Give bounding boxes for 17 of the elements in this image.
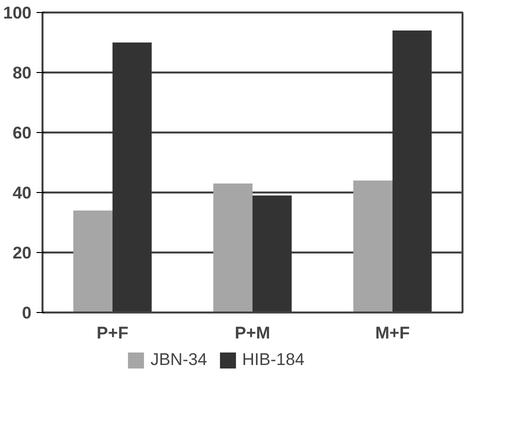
bar — [112, 42, 152, 312]
x-tick-label: M+F — [375, 324, 410, 342]
bar — [213, 184, 252, 312]
y-tick-label: 100 — [3, 4, 32, 22]
x-tick-label: P+M — [234, 324, 270, 342]
y-tick-label: 60 — [12, 124, 32, 142]
y-tick-label: 0 — [22, 304, 32, 322]
bar — [252, 196, 292, 312]
y-tick-label: 40 — [12, 184, 32, 202]
x-tick-label: P+F — [96, 324, 128, 342]
bar — [392, 30, 432, 312]
bar — [353, 180, 392, 312]
y-tick-label: 80 — [12, 64, 32, 82]
legend-label: HIB-184 — [242, 350, 305, 370]
bar — [73, 210, 112, 312]
legend-label: JBN-34 — [150, 350, 208, 370]
y-tick-label: 20 — [12, 244, 32, 262]
